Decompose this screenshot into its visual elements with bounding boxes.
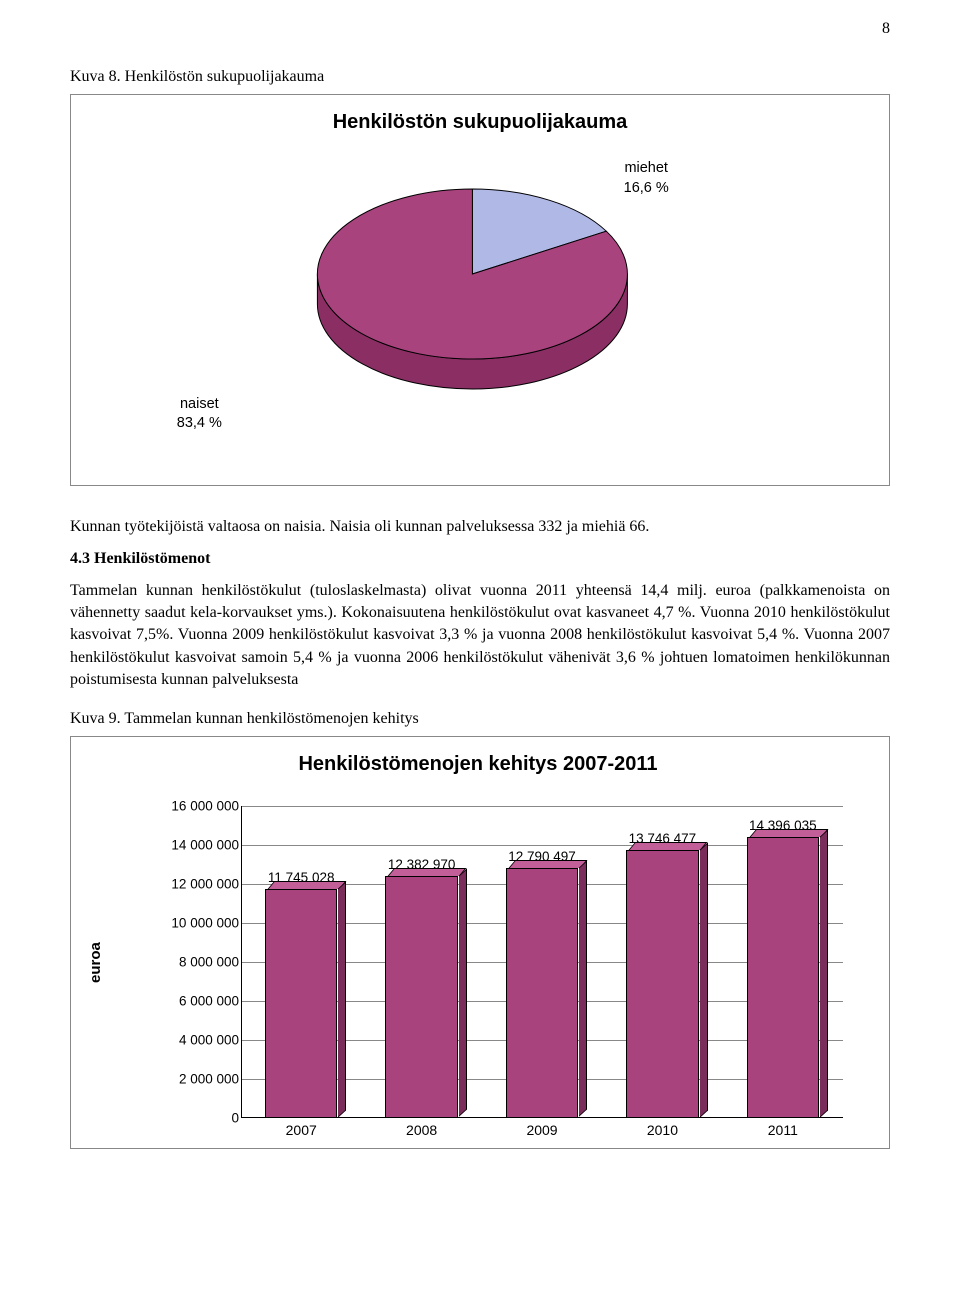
text-after-fig1: Kunnan työtekijöistä valtaosa on naisia.…	[70, 516, 890, 538]
x-tick-label: 2009	[482, 1122, 602, 1146]
bar-front	[626, 850, 698, 1118]
pie-label-miehet-pct: 16,6 %	[624, 180, 669, 196]
y-tick-label: 2 000 000	[167, 1071, 239, 1086]
bar-slot: 12 790 497	[482, 806, 602, 1118]
bar-slot: 12 382 970	[361, 806, 481, 1118]
x-tick-label: 2010	[602, 1122, 722, 1146]
y-axis-label: euroa	[87, 942, 104, 983]
bar-side	[459, 868, 467, 1117]
y-tick-label: 10 000 000	[167, 915, 239, 930]
bar-side	[700, 842, 708, 1117]
bar-side	[820, 829, 828, 1117]
bar-side	[338, 881, 346, 1117]
bar-front	[747, 837, 819, 1118]
figure1-caption: Kuva 8. Henkilöstön sukupuolijakauma	[70, 68, 890, 86]
x-tick-label: 2008	[361, 1122, 481, 1146]
figure2-caption: Kuva 9. Tammelan kunnan henkilöstömenoje…	[70, 710, 890, 728]
y-tick-label: 16 000 000	[167, 798, 239, 813]
bar-top	[509, 860, 588, 868]
pie-label-miehet-name: miehet	[624, 160, 668, 176]
bar-plot-area: euroa 16 000 00014 000 00012 000 00010 0…	[161, 806, 855, 1146]
page-number: 8	[70, 20, 890, 38]
bar-chart-title: Henkilöstömenojen kehitys 2007-2011	[81, 753, 875, 776]
bar-top	[268, 881, 347, 889]
bar-side	[579, 861, 587, 1118]
bar	[265, 889, 337, 1118]
bar-top	[629, 842, 708, 850]
paragraph: Tammelan kunnan henkilöstökulut (tulosla…	[70, 580, 890, 692]
bar-top	[749, 829, 828, 837]
bars-container: 11 745 02812 382 97012 790 49713 746 477…	[241, 806, 843, 1118]
bar	[385, 876, 457, 1117]
bar-slot: 13 746 477	[602, 806, 722, 1118]
pie-label-miehet: miehet 16,6 %	[624, 159, 669, 198]
pie-label-naiset-name: naiset	[180, 396, 219, 412]
bar	[626, 850, 698, 1118]
pie-chart-title: Henkilöstön sukupuolijakauma	[81, 111, 879, 134]
y-tick-label: 6 000 000	[167, 993, 239, 1008]
y-tick-label: 4 000 000	[167, 1032, 239, 1047]
pie-label-naiset-pct: 83,4 %	[177, 415, 222, 431]
y-tick-label: 14 000 000	[167, 837, 239, 852]
bar-top	[388, 868, 467, 876]
x-labels: 20072008200920102011	[241, 1122, 843, 1146]
bar-slot: 11 745 028	[241, 806, 361, 1118]
bar-front	[265, 889, 337, 1118]
y-tick-label: 12 000 000	[167, 876, 239, 891]
y-tick-label: 8 000 000	[167, 954, 239, 969]
pie-chart: miehet 16,6 % naiset 83,4 %	[81, 159, 879, 469]
bar-front	[506, 868, 578, 1117]
bar	[747, 837, 819, 1118]
x-tick-label: 2007	[241, 1122, 361, 1146]
bar-front	[385, 876, 457, 1117]
bar-slot: 14 396 035	[723, 806, 843, 1118]
bar	[506, 868, 578, 1117]
pie-label-naiset: naiset 83,4 %	[177, 395, 222, 434]
y-tick-label: 0	[167, 1110, 239, 1125]
pie-svg	[282, 159, 662, 419]
pie-chart-box: Henkilöstön sukupuolijakauma miehet 16,6…	[70, 94, 890, 486]
section-heading: 4.3 Henkilöstömenot	[70, 550, 890, 568]
bar-chart-box: Henkilöstömenojen kehitys 2007-2011 euro…	[70, 736, 890, 1149]
x-tick-label: 2011	[723, 1122, 843, 1146]
